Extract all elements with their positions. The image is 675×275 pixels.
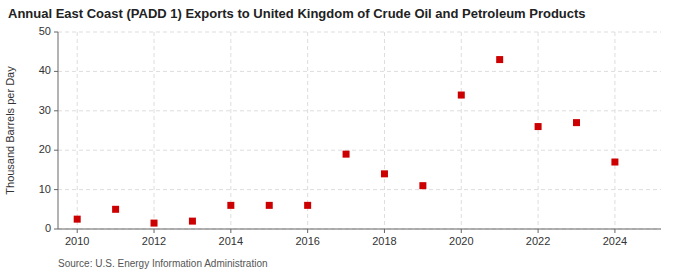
x-tick <box>307 229 308 233</box>
y-grid-line <box>58 229 661 230</box>
point <box>151 220 158 227</box>
y-axis: 0 10 20 30 40 50 <box>39 25 58 234</box>
x-tick-label: 2014 <box>219 235 243 247</box>
y-grid-line <box>58 110 661 111</box>
point <box>573 119 580 126</box>
x-tick <box>538 229 539 233</box>
point <box>419 182 426 189</box>
y-tick <box>54 189 58 190</box>
point <box>266 202 273 209</box>
source: Source: U.S. Energy Information Administ… <box>58 258 268 269</box>
x-tick <box>154 229 155 233</box>
point <box>227 202 234 209</box>
x-axis: 2010 2012 2014 2016 2018 2020 2022 2024 <box>65 229 627 247</box>
point <box>189 218 196 225</box>
chart: 0102030405020102012201420162018202020222… <box>0 0 675 275</box>
point <box>535 123 542 130</box>
y-grid-line <box>58 32 661 33</box>
x-grid-line <box>230 32 231 229</box>
y-tick-label: 20 <box>39 143 51 155</box>
y-grid-line <box>58 71 661 72</box>
y-tick-label: 50 <box>39 25 51 37</box>
point <box>74 216 81 223</box>
x-tick-label: 2018 <box>372 235 396 247</box>
y-tick <box>54 150 58 151</box>
y-tick <box>54 229 58 230</box>
point <box>496 56 503 63</box>
x-grid-line <box>307 32 308 229</box>
x-tick <box>461 229 462 233</box>
x-grid-line <box>614 32 615 229</box>
point <box>381 170 388 177</box>
x-tick-label: 2012 <box>142 235 166 247</box>
y-tick <box>54 71 58 72</box>
y-tick <box>54 110 58 111</box>
point <box>112 206 119 213</box>
x-grid-line <box>461 32 462 229</box>
x-tick-label: 2020 <box>449 235 473 247</box>
y-tick-label: 10 <box>39 183 51 195</box>
x-tick-label: 2010 <box>65 235 89 247</box>
x-tick-label: 2016 <box>295 235 319 247</box>
y-axis-label: Thousand Barrels per Day <box>4 66 16 195</box>
y-axis-line <box>58 32 59 229</box>
points <box>74 56 619 227</box>
x-grid-line <box>154 32 155 229</box>
point <box>343 151 350 158</box>
y-tick-label: 30 <box>39 104 51 116</box>
point <box>611 159 618 166</box>
x-tick <box>384 229 385 233</box>
x-tick <box>230 229 231 233</box>
y-tick-label: 40 <box>39 64 51 76</box>
x-grid-line <box>384 32 385 229</box>
y-grid-line <box>58 189 661 190</box>
point <box>458 92 465 99</box>
x-grid-line <box>77 32 78 229</box>
y-tick-label: 0 <box>45 222 51 234</box>
y-grid-line <box>58 150 661 151</box>
y-tick <box>54 32 58 33</box>
x-tick-label: 2024 <box>603 235 627 247</box>
title: Annual East Coast (PADD 1) Exports to Un… <box>8 6 586 21</box>
x-tick <box>614 229 615 233</box>
x-grid-line <box>538 32 539 229</box>
x-tick-label: 2022 <box>526 235 550 247</box>
point <box>304 202 311 209</box>
x-axis-line <box>58 229 661 230</box>
x-tick <box>77 229 78 233</box>
grid <box>58 32 661 229</box>
